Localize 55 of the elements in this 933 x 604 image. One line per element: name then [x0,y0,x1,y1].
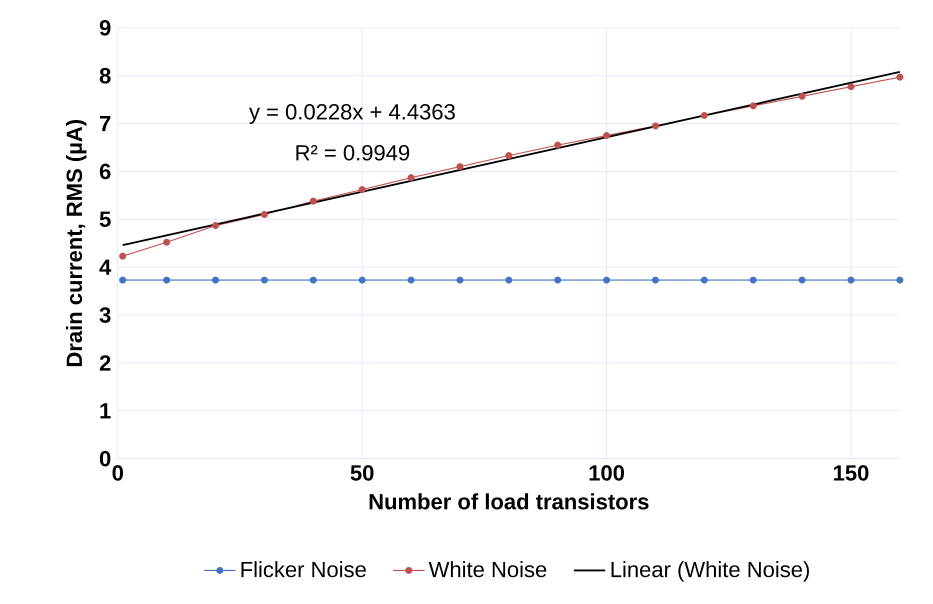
point [408,276,415,284]
y-tick-label: 7 [100,116,110,131]
x-tick-label: 0 [112,464,123,480]
point [456,276,464,284]
point [896,276,904,284]
point [163,276,170,284]
point [700,112,708,119]
y-tick-label: 3 [100,307,111,323]
point [896,73,904,80]
point [310,197,317,204]
annotation: y = 0.0228x + 4.4363 [249,104,455,124]
point [119,252,126,260]
point [554,276,562,284]
point [798,276,806,284]
y-tick-label: 0 [100,450,110,466]
y-axis-title: Drain current, RMS (µA) [66,120,86,366]
legend-label: Linear (White Noise) [612,560,809,582]
point [554,141,562,148]
point [260,276,268,284]
point [652,122,659,130]
point [310,276,317,284]
point [847,83,854,90]
point [408,174,415,181]
point [798,92,806,100]
legend-label: Flicker Noise [241,560,366,578]
point [700,276,708,284]
point [750,276,757,284]
x-tick-label: 100 [590,464,624,480]
point [358,276,366,284]
y-tick-label: 5 [100,211,111,227]
point [260,210,268,218]
point [603,276,610,284]
point [847,276,854,284]
y-tick-label: 1 [100,402,111,418]
y-tick-label: 2 [100,355,110,370]
point [119,276,126,284]
legend-label: White Noise [428,560,546,578]
point [212,222,220,229]
point [652,276,659,284]
point [603,132,610,139]
y-tick-label: 9 [100,20,110,36]
point [750,102,757,110]
point [505,152,512,159]
x-axis-title: Number of load transistors [370,493,649,510]
x-tick-label: 50 [350,464,374,480]
point [358,186,366,193]
x-tick-label: 150 [834,464,868,480]
point [456,162,464,170]
y-tick-label: 4 [99,259,112,275]
y-tick-label: 8 [100,68,111,84]
point [505,276,512,284]
annotation: R² = 0.9949 [296,144,410,160]
point [163,238,170,246]
y-tick-label: 6 [100,163,111,179]
point [212,276,220,284]
